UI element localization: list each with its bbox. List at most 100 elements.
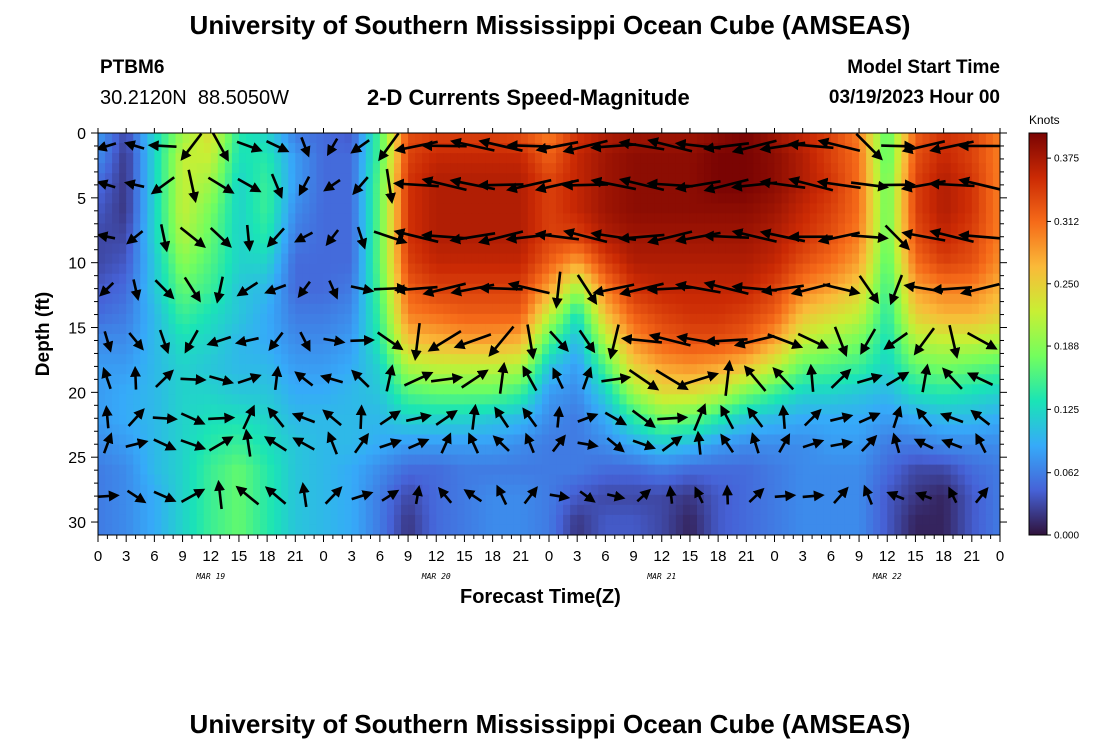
heatmap-cell — [231, 263, 240, 275]
heatmap-cell — [915, 484, 924, 496]
heatmap-cell — [422, 313, 430, 325]
heatmap-cell — [224, 484, 233, 496]
heatmap-cell — [231, 414, 240, 426]
heatmap-cell — [281, 193, 289, 204]
heatmap-cell — [126, 303, 134, 315]
heatmap-cell — [295, 334, 303, 345]
heatmap-cell — [859, 514, 867, 526]
heatmap-cell — [105, 273, 113, 285]
heatmap-cell — [337, 183, 346, 194]
heatmap-cell — [844, 323, 853, 335]
heatmap-cell — [485, 213, 494, 225]
heatmap-cell — [894, 203, 902, 214]
heatmap-cell — [739, 273, 747, 285]
heatmap-cell — [577, 514, 585, 526]
heatmap-cell — [880, 384, 888, 395]
heatmap-cell — [330, 323, 339, 335]
heatmap-cell — [591, 153, 599, 164]
heatmap-cell — [506, 153, 515, 164]
heatmap-cell — [147, 464, 155, 476]
heatmap-cell — [725, 494, 733, 506]
heatmap-cell — [964, 504, 973, 516]
heatmap-cell — [978, 253, 987, 265]
heatmap-cell — [647, 474, 656, 486]
heatmap-cell — [957, 243, 966, 255]
heatmap-cell — [732, 243, 740, 255]
heatmap-cell — [753, 183, 762, 194]
heatmap-cell — [584, 263, 592, 275]
heatmap-cell — [422, 223, 430, 235]
heatmap-cell — [436, 223, 444, 235]
heatmap-cell — [415, 173, 423, 184]
heatmap-cell — [274, 173, 282, 184]
heatmap-cell — [401, 203, 409, 214]
heatmap-cell — [689, 173, 698, 184]
heatmap-cell — [682, 253, 691, 265]
heatmap-cell — [401, 133, 409, 144]
heatmap-cell — [725, 444, 733, 456]
heatmap-cell — [112, 293, 120, 305]
heatmap-cell — [908, 464, 917, 476]
heatmap-cell — [830, 273, 839, 285]
heatmap-cell — [119, 334, 127, 345]
heatmap-cell — [112, 334, 120, 345]
heatmap-cell — [950, 223, 959, 235]
heatmap-cell — [253, 444, 261, 456]
heatmap-cell — [718, 474, 726, 486]
heatmap-cell — [901, 444, 909, 456]
heatmap-cell — [866, 263, 874, 275]
heatmap-cell — [450, 444, 458, 456]
heatmap-cell — [520, 133, 529, 144]
heatmap-cell — [386, 163, 395, 174]
heatmap-cell — [379, 454, 388, 466]
heatmap-cell — [457, 354, 466, 365]
heatmap-cell — [351, 203, 360, 214]
heatmap-cell — [950, 444, 959, 456]
heatmap-cell — [429, 484, 437, 496]
heatmap-cell — [760, 504, 769, 516]
heatmap-cell — [541, 484, 550, 496]
heatmap-cell — [112, 434, 120, 446]
heatmap-cell — [992, 364, 1000, 375]
heatmap-cell — [288, 514, 296, 526]
heatmap-cell — [140, 474, 148, 486]
heatmap-cell — [344, 313, 353, 325]
heatmap-cell — [161, 504, 170, 516]
heatmap-cell — [668, 384, 677, 395]
heatmap-cell — [344, 193, 353, 204]
heatmap-cell — [422, 153, 430, 164]
heatmap-cell — [485, 334, 494, 345]
heatmap-cell — [880, 454, 888, 466]
heatmap-cell — [626, 263, 635, 275]
heatmap-cell — [98, 273, 106, 285]
heatmap-cell — [619, 313, 628, 325]
heatmap-cell — [302, 223, 311, 235]
heatmap-cell — [915, 183, 924, 194]
heatmap-cell — [288, 504, 296, 516]
heatmap-cell — [288, 273, 296, 285]
heatmap-cell — [260, 474, 268, 486]
heatmap-cell — [168, 183, 177, 194]
heatmap-cell — [957, 223, 966, 235]
heatmap-cell — [281, 203, 289, 214]
heatmap-cell — [774, 273, 783, 285]
heatmap-cell — [859, 394, 867, 405]
heatmap-cell — [422, 514, 430, 526]
heatmap-cell — [98, 524, 106, 535]
heatmap-cell — [549, 273, 557, 285]
heatmap-cell — [203, 384, 212, 395]
heatmap-cell — [992, 293, 1000, 305]
heatmap-cell — [549, 323, 557, 335]
heatmap-cell — [492, 253, 501, 265]
heatmap-cell — [119, 484, 127, 496]
heatmap-cell — [351, 163, 360, 174]
heatmap-cell — [238, 504, 247, 516]
heatmap-cell — [992, 193, 1000, 204]
heatmap-cell — [880, 293, 888, 305]
heatmap-cell — [992, 203, 1000, 214]
heatmap-cell — [873, 173, 881, 184]
heatmap-cell — [922, 273, 931, 285]
heatmap-cell — [887, 173, 895, 184]
heatmap-cell — [689, 293, 698, 305]
heatmap-cell — [203, 474, 212, 486]
